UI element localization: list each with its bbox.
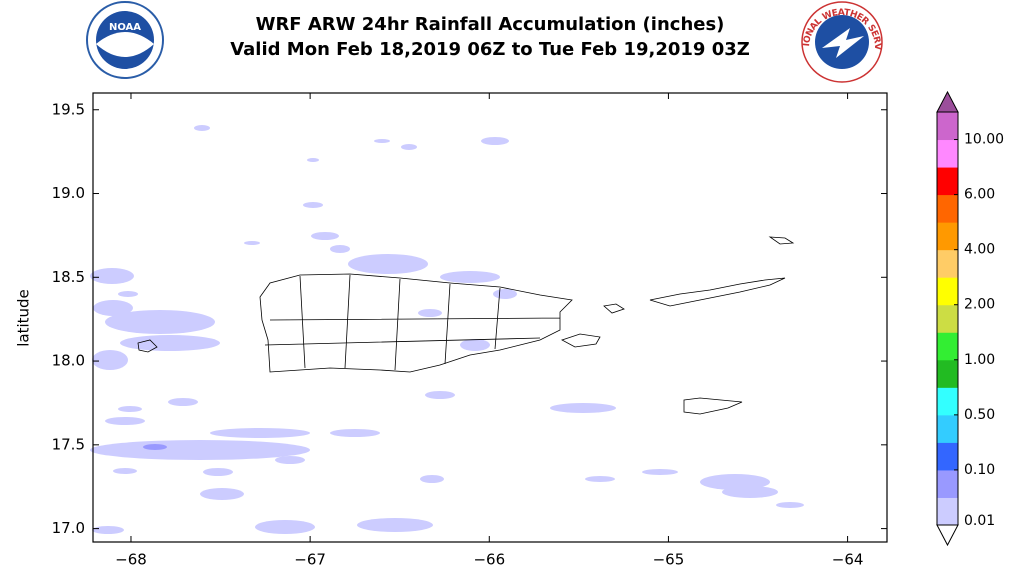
st-croix xyxy=(683,397,743,415)
colorbar-label: 0.10 xyxy=(964,462,995,478)
rain-area xyxy=(92,526,124,534)
rain-area xyxy=(143,444,167,450)
colorbar-segment xyxy=(937,332,958,361)
x-tick-label: −65 xyxy=(653,551,685,569)
colorbar-segment xyxy=(937,497,958,526)
rain-area xyxy=(93,300,133,316)
colorbar: 0.01 0.10 0.50 1.00 2.00 4.00 6.00 10.00 xyxy=(936,90,1004,547)
rain-area xyxy=(585,476,615,482)
noaa-logo: NOAA xyxy=(86,1,164,79)
colorbar-segment xyxy=(937,112,958,141)
colorbar-over xyxy=(936,90,959,113)
y-tick-label: 19.5 xyxy=(52,100,85,118)
rain-area xyxy=(275,456,305,464)
rain-area xyxy=(550,403,616,413)
rain-area xyxy=(90,268,134,284)
chart-subtitle: Valid Mon Feb 18,2019 06Z to Tue Feb 19,… xyxy=(230,39,750,60)
plot-frame xyxy=(92,92,888,543)
rain-area xyxy=(481,137,509,145)
colorbar-segment xyxy=(937,194,958,223)
colorbar-segment xyxy=(937,304,958,333)
rain-area xyxy=(311,232,339,240)
rain-area xyxy=(203,468,233,476)
rain-area xyxy=(118,291,138,297)
rain-area xyxy=(118,406,142,412)
rain-area xyxy=(105,417,145,425)
rain-area xyxy=(330,429,380,437)
rain-area xyxy=(418,309,442,317)
colorbar-label: 1.00 xyxy=(964,352,995,368)
y-tick-label: 17.5 xyxy=(52,435,85,453)
x-tick-label: −68 xyxy=(115,551,147,569)
rain-area xyxy=(348,254,428,274)
colorbar-segment xyxy=(937,277,958,306)
chart-title: WRF ARW 24hr Rainfall Accumulation (inch… xyxy=(256,14,725,35)
rain-area xyxy=(642,469,678,475)
y-axis-label: latitude xyxy=(15,289,33,347)
colorbar-label: 0.50 xyxy=(964,407,995,423)
rain-area xyxy=(374,139,390,143)
colorbar-label: 2.00 xyxy=(964,297,995,313)
vieques xyxy=(560,333,601,348)
coastlines xyxy=(137,236,795,415)
rain-area xyxy=(700,474,770,490)
colorbar-segment xyxy=(937,249,958,278)
rain-area xyxy=(420,475,444,483)
x-tick-label: −67 xyxy=(294,551,326,569)
logo-text: NOAA xyxy=(109,22,141,33)
colorbar-label: 0.01 xyxy=(964,513,995,529)
rain-area xyxy=(210,428,310,438)
y-tick-label: 18.0 xyxy=(52,352,85,370)
virgin-islands xyxy=(649,277,786,307)
rain-area xyxy=(255,520,315,534)
rain-area xyxy=(120,335,220,351)
rain-area xyxy=(776,502,804,508)
rain-areas xyxy=(90,125,804,534)
tortola xyxy=(768,236,795,245)
rain-area xyxy=(357,518,433,532)
rain-area xyxy=(330,245,350,253)
colorbar-label: 10.00 xyxy=(964,132,1004,148)
rain-area xyxy=(168,398,198,406)
mona-island xyxy=(137,339,158,353)
x-tick-label: −66 xyxy=(473,551,505,569)
colorbar-under xyxy=(936,524,959,547)
rain-area xyxy=(244,241,260,245)
rain-area xyxy=(307,158,319,162)
rain-area xyxy=(194,125,210,131)
culebra xyxy=(603,303,625,314)
rain-area xyxy=(722,486,778,498)
rain-area xyxy=(200,488,244,500)
rain-area xyxy=(425,391,455,399)
colorbar-segment xyxy=(937,414,958,443)
colorbar-segment xyxy=(937,359,958,388)
rain-area xyxy=(113,468,137,474)
colorbar-segment xyxy=(937,139,958,168)
axes: −68 −67 −66 −65 −64 17.0 17.5 18.0 18.5 19.0 19.5 xyxy=(52,93,887,569)
rain-area xyxy=(105,310,215,334)
colorbar-segment xyxy=(937,469,958,498)
colorbar-frame xyxy=(936,111,959,526)
y-tick-label: 19.0 xyxy=(52,184,85,202)
y-tick-label: 18.5 xyxy=(52,268,85,286)
colorbar-segment xyxy=(937,167,958,196)
colorbar-segment xyxy=(937,442,958,471)
rain-area xyxy=(493,289,517,299)
colorbar-label: 6.00 xyxy=(964,187,995,203)
rain-area xyxy=(401,144,417,150)
y-tick-label: 17.0 xyxy=(52,519,85,537)
colorbar-segment xyxy=(937,222,958,251)
rain-area xyxy=(460,339,490,351)
rain-area xyxy=(90,440,310,460)
colorbar-label: 4.00 xyxy=(964,242,995,258)
puerto-rico xyxy=(259,273,573,373)
rain-area xyxy=(440,271,500,283)
colorbar-segment xyxy=(937,387,958,416)
rain-area xyxy=(303,202,323,208)
rain-area xyxy=(92,350,128,370)
x-tick-label: −64 xyxy=(832,551,864,569)
